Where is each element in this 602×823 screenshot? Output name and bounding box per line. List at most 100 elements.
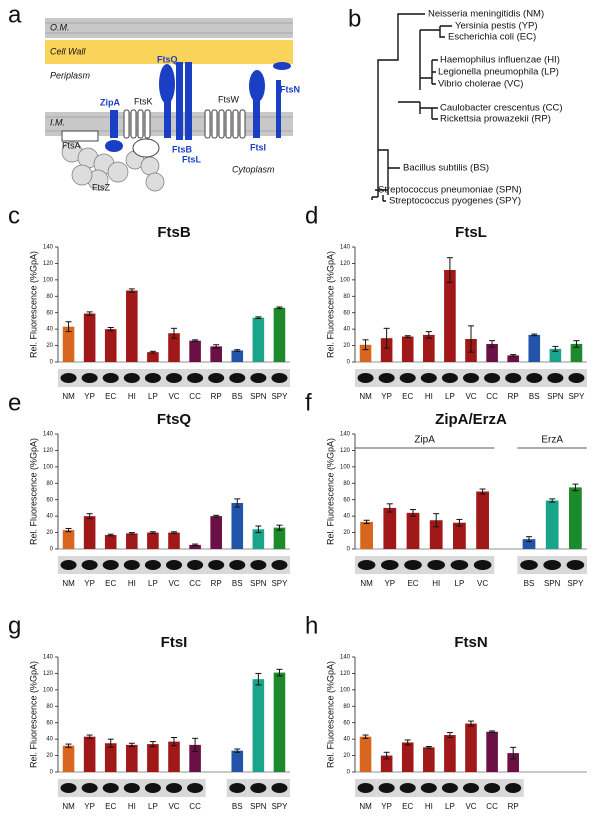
error-bar: [510, 746, 517, 760]
ftsi-label: FtsI: [250, 142, 266, 152]
blot-band: [566, 560, 585, 570]
bar: [168, 532, 180, 549]
group-label: ErzA: [541, 435, 563, 446]
bar: [507, 753, 519, 772]
outer-membrane: [45, 18, 293, 38]
y-axis-label: Rel. Fluorescence (%GpA): [28, 251, 38, 358]
blot-strip: [355, 369, 587, 387]
bar: [465, 723, 477, 772]
y-tick-label: 80: [46, 704, 53, 710]
bar: [359, 736, 372, 772]
x-tick-label: EC: [105, 392, 116, 401]
ftsw-label: FtsW: [218, 94, 239, 104]
species-label: Yersinia pestis (YP): [455, 21, 538, 32]
error-bar: [255, 525, 262, 534]
error-bar: [107, 533, 114, 537]
error-bar: [213, 514, 220, 518]
x-tick-label: SPY: [568, 392, 585, 401]
x-tick-label: BS: [524, 579, 535, 588]
bar: [62, 745, 75, 772]
ftsk: [123, 109, 160, 158]
x-tick-label: NM: [359, 392, 372, 401]
y-tick-label: 0: [347, 547, 351, 553]
y-tick-label: 0: [347, 770, 351, 776]
bar: [62, 530, 75, 549]
blot-band: [144, 560, 161, 570]
bar: [273, 307, 286, 362]
error-bar: [404, 739, 411, 746]
chart-title: ZipA/ErzA: [435, 411, 507, 428]
chart-title: FtsL: [455, 224, 487, 241]
y-tick-label: 20: [343, 530, 350, 536]
x-tick-label: SPY: [271, 579, 288, 588]
y-tick-label: 80: [46, 294, 53, 300]
error-bar: [128, 532, 135, 535]
error-bar: [86, 734, 93, 739]
x-tick-label: SPN: [547, 392, 564, 401]
x-tick-label: SPN: [250, 579, 267, 588]
y-axis-label: Rel. Fluorescence (%GpA): [325, 661, 335, 768]
chart-title: FtsB: [157, 224, 191, 241]
ftsq-label: FtsQ: [157, 54, 178, 64]
error-bar: [410, 509, 416, 517]
species-label: Legionella pneumophila (LP): [438, 67, 559, 78]
bar: [252, 679, 265, 772]
y-tick-label: 140: [340, 432, 351, 438]
bar: [569, 487, 582, 549]
y-tick-label: 140: [43, 245, 54, 251]
periplasm-label: Periplasm: [50, 70, 91, 80]
y-tick-label: 0: [50, 547, 54, 553]
bar: [383, 507, 397, 549]
bar: [444, 735, 456, 772]
x-tick-label: HI: [128, 579, 136, 588]
y-tick-label: 60: [343, 720, 350, 726]
blot-band: [144, 373, 161, 383]
bar: [147, 352, 159, 362]
x-tick-label: NM: [62, 392, 75, 401]
blot-band: [357, 783, 374, 793]
x-tick-label: RP: [211, 392, 222, 401]
species-label: Haemophilus influenzae (HI): [440, 55, 560, 66]
error-bar: [255, 672, 262, 686]
y-tick-label: 120: [340, 448, 351, 454]
blot-band: [357, 373, 374, 383]
x-tick-label: RP: [211, 579, 222, 588]
panel-label: c: [8, 202, 20, 229]
error-bar: [192, 737, 199, 752]
y-tick-label: 100: [340, 687, 351, 693]
panel-label: d: [305, 202, 318, 229]
y-tick-label: 0: [50, 770, 54, 776]
blot-band: [81, 560, 98, 570]
blot-band: [102, 373, 119, 383]
error-bar: [572, 483, 579, 492]
blot-strip: [355, 556, 587, 574]
blot-strip: [355, 779, 524, 797]
bar: [380, 338, 393, 362]
zipa-label: ZipA: [100, 97, 120, 107]
blot-band: [60, 560, 77, 570]
y-tick-label: 60: [343, 497, 350, 503]
ftsq: [164, 86, 171, 138]
x-tick-label: CC: [486, 392, 498, 401]
y-tick-label: 60: [343, 310, 350, 316]
y-axis-label: Rel. Fluorescence (%GpA): [28, 438, 38, 545]
bar: [104, 329, 117, 362]
ftsk-label: FtsK: [134, 96, 153, 106]
x-tick-label: EC: [402, 802, 413, 811]
error-bar: [171, 531, 177, 534]
x-tick-label: BS: [232, 802, 243, 811]
error-bar: [255, 316, 262, 319]
bar: [126, 533, 138, 549]
species-label: Neisseria meningitidis (NM): [428, 9, 544, 20]
bar: [360, 521, 373, 549]
x-tick-label: CC: [189, 579, 201, 588]
bar: [83, 313, 96, 362]
blot-band: [484, 373, 501, 383]
bar: [406, 512, 420, 549]
ftsb: [176, 62, 183, 140]
error-bar: [362, 734, 369, 739]
x-tick-label: SPN: [250, 802, 267, 811]
species-label: Caulobacter crescentus (CC): [440, 103, 563, 114]
blot-band: [229, 783, 246, 793]
blot-band: [102, 783, 119, 793]
